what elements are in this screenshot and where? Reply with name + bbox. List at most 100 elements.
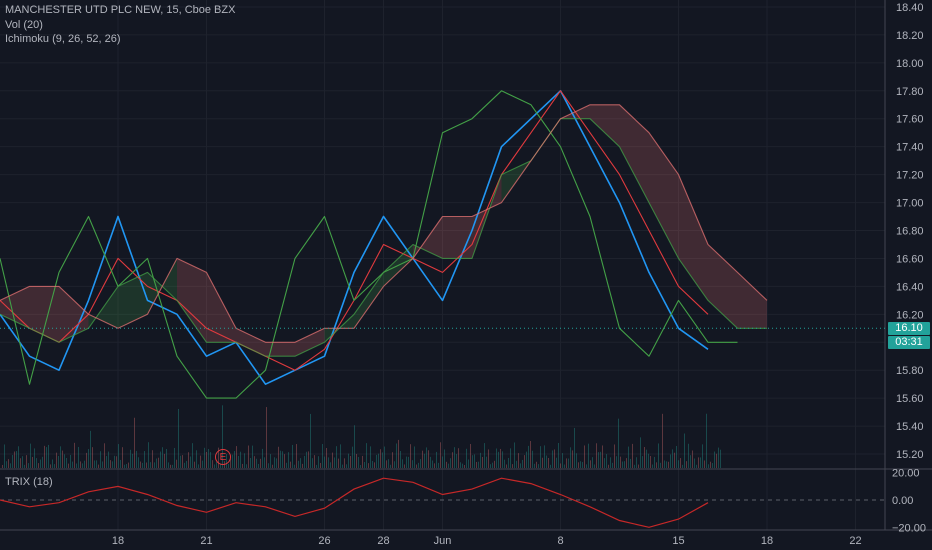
cloud-segment <box>118 272 148 329</box>
volume-bar <box>142 462 143 468</box>
bar-countdown-tag: 03:31 <box>888 336 930 349</box>
volume-bar <box>26 455 27 468</box>
cloud-segment <box>295 328 325 357</box>
volume-bar <box>544 445 545 468</box>
x-tick-label: 26 <box>318 535 330 547</box>
y-tick-label: 17.00 <box>896 198 924 210</box>
volume-bar <box>136 450 137 468</box>
y-tick-label: 18.20 <box>896 30 924 42</box>
volume-bar <box>104 443 105 468</box>
volume-bar <box>444 449 445 468</box>
volume-bar <box>408 456 409 468</box>
x-tick-label: 8 <box>557 535 563 547</box>
volume-bar <box>246 464 247 468</box>
volume-bar <box>344 458 345 468</box>
x-tick-label: 28 <box>377 535 389 547</box>
volume-bar <box>368 463 369 468</box>
volume-bar <box>214 464 215 468</box>
cloud-segment <box>59 286 89 343</box>
volume-bar <box>592 457 593 468</box>
volume-bar <box>282 451 283 468</box>
volume-bar <box>614 444 615 468</box>
volume-bar <box>466 448 467 468</box>
volume-bar <box>450 458 451 468</box>
volume-bar <box>386 460 387 468</box>
volume-bar <box>84 460 85 468</box>
x-tick-label: 22 <box>849 535 861 547</box>
volume-bar <box>688 443 689 468</box>
volume-bar <box>630 458 631 468</box>
volume-bar <box>56 452 57 468</box>
volume-bar <box>694 458 695 468</box>
volume-bar <box>662 413 663 468</box>
volume-bar <box>162 447 163 468</box>
volume-bar <box>300 458 301 468</box>
volume-bar <box>4 444 5 468</box>
volume-bar <box>670 454 671 468</box>
volume-bar <box>318 456 319 468</box>
volume-bar <box>580 461 581 468</box>
volume-bar <box>604 458 605 468</box>
volume-bar <box>502 451 503 468</box>
volume-bar <box>432 460 433 468</box>
symbol-legend[interactable]: MANCHESTER UTD PLC NEW, 15, Cboe BZX <box>5 4 236 16</box>
volume-bar <box>484 443 485 468</box>
volume-bar <box>416 464 417 468</box>
volume-bar <box>66 457 67 468</box>
volume-bar <box>306 451 307 468</box>
volume-bar <box>572 450 573 468</box>
volume-bar <box>274 457 275 468</box>
volume-bar <box>618 418 619 468</box>
x-tick-label: 18 <box>112 535 124 547</box>
trix-y-tick-label: 0.00 <box>892 495 913 507</box>
earnings-marker[interactable]: E <box>215 449 231 465</box>
volume-bar <box>180 455 181 468</box>
volume-bar <box>682 464 683 468</box>
volume-bar <box>220 463 221 468</box>
volume-bar <box>2 465 3 468</box>
volume-bar <box>194 461 195 468</box>
volume-bar <box>412 460 413 468</box>
volume-bar <box>140 461 141 468</box>
volume-bar <box>512 464 513 468</box>
volume-bars <box>2 405 721 468</box>
volume-bar <box>434 463 435 468</box>
trix-legend[interactable]: TRIX (18) <box>5 476 53 488</box>
volume-legend[interactable]: Vol (20) <box>5 19 43 31</box>
volume-bar <box>158 457 159 468</box>
cloud-segment <box>737 272 767 329</box>
volume-bar <box>398 439 399 468</box>
volume-bar <box>356 453 357 468</box>
volume-bar <box>296 444 297 468</box>
volume-bar <box>38 463 39 468</box>
volume-bar <box>236 446 237 468</box>
volume-bar <box>264 457 265 468</box>
x-tick-label: Jun <box>434 535 452 547</box>
volume-bar <box>234 451 235 468</box>
volume-bar <box>648 453 649 468</box>
volume-bar <box>384 446 385 468</box>
volume-bar <box>460 462 461 468</box>
volume-bar <box>588 443 589 468</box>
volume-bar <box>172 464 173 468</box>
volume-bar <box>114 455 115 468</box>
volume-bar <box>276 458 277 468</box>
volume-bar <box>378 453 379 468</box>
volume-bar <box>210 452 211 468</box>
volume-bar <box>554 449 555 468</box>
volume-bar <box>406 456 407 468</box>
volume-bar <box>76 463 77 468</box>
cloud-segment <box>590 104 620 147</box>
volume-bar <box>310 413 311 468</box>
volume-bar <box>370 446 371 468</box>
volume-bar <box>548 457 549 468</box>
volume-bar <box>120 459 121 468</box>
volume-bar <box>164 453 165 468</box>
volume-bar <box>316 464 317 468</box>
volume-bar <box>666 461 667 468</box>
volume-bar <box>702 444 703 468</box>
volume-bar <box>208 448 209 468</box>
ichimoku-legend[interactable]: Ichimoku (9, 26, 52, 26) <box>5 33 121 45</box>
volume-bar <box>382 452 383 468</box>
